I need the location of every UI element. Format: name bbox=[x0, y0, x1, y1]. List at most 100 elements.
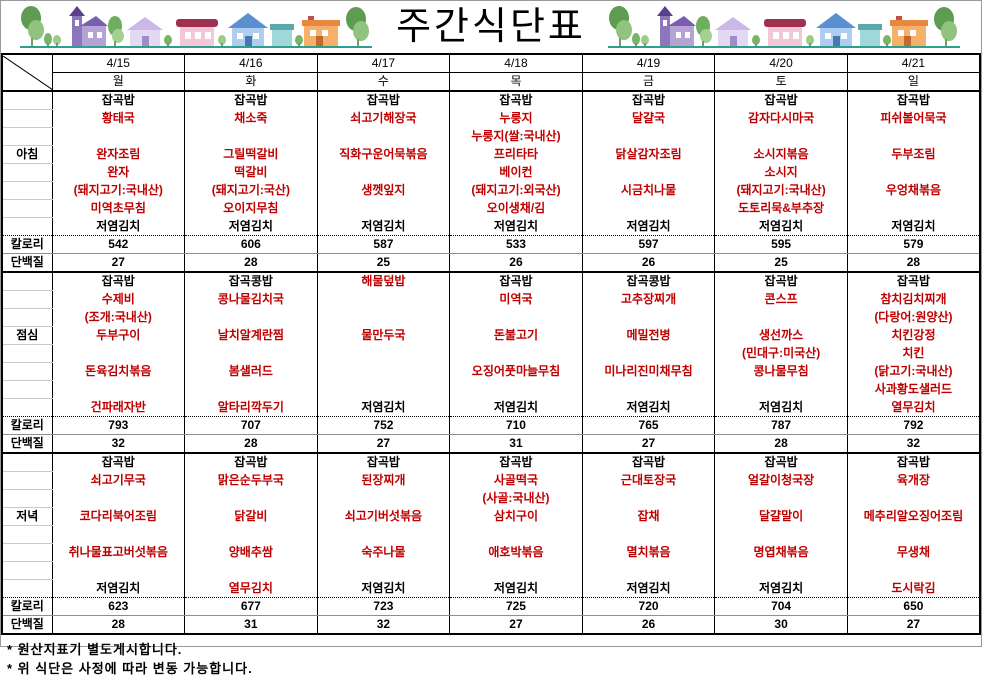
protein-value: 27 bbox=[846, 615, 981, 635]
row-label-spacer bbox=[1, 380, 53, 399]
kimchi-cell: 저염김치 bbox=[184, 217, 318, 236]
kimchi-cell: 저염김치 bbox=[316, 217, 451, 236]
menu-cell bbox=[449, 308, 583, 327]
menu-cell: 달걀국 bbox=[581, 109, 716, 128]
kimchi-cell: 저염김치 bbox=[449, 579, 583, 598]
menu-cell bbox=[714, 561, 848, 580]
menu-cell: (다랑어:원양산) bbox=[846, 308, 981, 327]
calories-label: 칼로리 bbox=[1, 597, 53, 616]
rice-cell: 잡곡밥 bbox=[316, 453, 451, 472]
menu-cell: 미역초무침 bbox=[51, 199, 186, 218]
menu-cell: 직화구운어묵볶음 bbox=[316, 145, 451, 164]
menu-cell: (민대구:미국산) bbox=[714, 344, 848, 363]
meal-plan-table: 4/15 4/16 4/17 4/18 4/19 4/20 4/21 월 화 수 목 금 토 일 잡곡밥 잡곡… bbox=[1, 53, 981, 635]
page-title: 주간식단표 bbox=[396, 6, 586, 48]
menu-cell: 오이생채/김 bbox=[449, 199, 583, 218]
menu-cell bbox=[184, 308, 318, 327]
row-label-spacer bbox=[1, 181, 53, 200]
section-label-breakfast: 아침 bbox=[1, 145, 53, 164]
protein-value: 32 bbox=[316, 615, 451, 635]
date-cell: 4/19 bbox=[581, 54, 716, 73]
menu-cell bbox=[316, 380, 451, 399]
menu-cell bbox=[581, 489, 716, 508]
calories-value: 704 bbox=[714, 597, 848, 616]
menu-cell: 잡채 bbox=[581, 507, 716, 526]
menu-cell: 무생채 bbox=[846, 543, 981, 562]
rice-cell: 잡곡밥 bbox=[846, 272, 981, 291]
row-label-spacer bbox=[1, 109, 53, 128]
menu-cell bbox=[316, 163, 451, 182]
row-label-spacer bbox=[1, 561, 53, 580]
menu-cell: (돼지고기:국산) bbox=[184, 181, 318, 200]
rice-cell: 잡곡밥 bbox=[846, 91, 981, 110]
footnotes: * 원산지표기 별도게시합니다. * 위 식단은 사정에 따라 변동 가능합니다… bbox=[1, 635, 981, 678]
menu-cell bbox=[581, 344, 716, 363]
menu-cell bbox=[51, 344, 186, 363]
menu-cell: 시금치나물 bbox=[581, 181, 716, 200]
menu-cell: 오이지무침 bbox=[184, 199, 318, 218]
menu-cell: 메추리알오징어조림 bbox=[846, 507, 981, 526]
menu-cell bbox=[714, 489, 848, 508]
calories-value: 677 bbox=[184, 597, 318, 616]
menu-cell bbox=[316, 308, 451, 327]
menu-cell: 콩나물김치국 bbox=[184, 290, 318, 309]
rice-cell: 잡곡밥 bbox=[449, 272, 583, 291]
row-label-spacer bbox=[1, 127, 53, 146]
kimchi-cell: 저염김치 bbox=[449, 217, 583, 236]
menu-cell: 피쉬볼어묵국 bbox=[846, 109, 981, 128]
calories-value: 597 bbox=[581, 235, 716, 254]
menu-cell: 닭갈비 bbox=[184, 507, 318, 526]
kimchi-cell: 저염김치 bbox=[581, 217, 716, 236]
protein-value: 31 bbox=[449, 434, 583, 454]
menu-cell: 미나리진미채무침 bbox=[581, 362, 716, 381]
kimchi-cell: 저염김치 bbox=[581, 398, 716, 417]
menu-cell: (조개:국내산) bbox=[51, 308, 186, 327]
menu-cell bbox=[184, 561, 318, 580]
menu-cell bbox=[449, 344, 583, 363]
menu-cell bbox=[316, 525, 451, 544]
menu-cell: (돼지고기:외국산) bbox=[449, 181, 583, 200]
calories-value: 579 bbox=[846, 235, 981, 254]
calories-label: 칼로리 bbox=[1, 235, 53, 254]
protein-value: 26 bbox=[581, 615, 716, 635]
row-label-spacer bbox=[1, 543, 53, 562]
menu-cell: 코다리북어조림 bbox=[51, 507, 186, 526]
calories-value: 793 bbox=[51, 416, 186, 435]
menu-cell: 우엉채볶음 bbox=[846, 181, 981, 200]
row-label-spacer bbox=[1, 453, 53, 472]
menu-cell: 치킨강정 bbox=[846, 326, 981, 345]
section-label-lunch: 점심 bbox=[1, 326, 53, 345]
calories-value: 725 bbox=[449, 597, 583, 616]
menu-cell: 사과황도샐러드 bbox=[846, 380, 981, 399]
protein-label: 단백질 bbox=[1, 434, 53, 454]
protein-value: 28 bbox=[184, 434, 318, 454]
date-cell: 4/17 bbox=[316, 54, 451, 73]
menu-cell: 고추장찌개 bbox=[581, 290, 716, 309]
menu-cell bbox=[184, 380, 318, 399]
kimchi-cell: 저염김치 bbox=[714, 579, 848, 598]
menu-cell bbox=[51, 380, 186, 399]
kimchi-cell: 저염김치 bbox=[449, 398, 583, 417]
kimchi-cell: 저염김치 bbox=[51, 579, 186, 598]
menu-cell bbox=[846, 127, 981, 146]
rice-cell: 잡곡밥 bbox=[51, 272, 186, 291]
menu-cell: (돼지고기:국내산) bbox=[51, 181, 186, 200]
menu-cell bbox=[51, 525, 186, 544]
menu-cell: 콩나물무침 bbox=[714, 362, 848, 381]
rice-cell: 잡곡밥 bbox=[51, 453, 186, 472]
menu-cell bbox=[184, 344, 318, 363]
menu-cell: 치킨 bbox=[846, 344, 981, 363]
menu-cell bbox=[316, 561, 451, 580]
protein-value: 28 bbox=[714, 434, 848, 454]
rice-cell: 잡곡콩밥 bbox=[581, 272, 716, 291]
menu-cell: 베이컨 bbox=[449, 163, 583, 182]
village-clipart-right-icon bbox=[607, 6, 960, 48]
menu-cell: 돈육김치볶음 bbox=[51, 362, 186, 381]
protein-value: 25 bbox=[714, 253, 848, 273]
menu-cell: 날치알계란찜 bbox=[184, 326, 318, 345]
rice-cell: 잡곡밥 bbox=[184, 91, 318, 110]
menu-cell: 명엽채볶음 bbox=[714, 543, 848, 562]
diagonal-line bbox=[3, 55, 53, 90]
rice-cell: 해물덮밥 bbox=[316, 272, 451, 291]
